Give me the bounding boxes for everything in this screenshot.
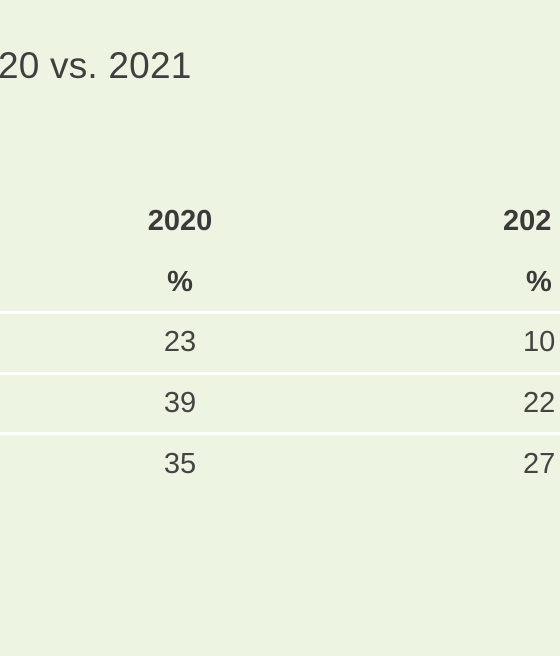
column-unit-2020: % (167, 266, 193, 298)
table-cell-2020-row3: 35 (163, 448, 197, 480)
table-cell-2020-row2: 39 (163, 387, 197, 419)
table-title: 20 vs. 2021 (0, 45, 192, 86)
row-divider (0, 372, 560, 375)
table-cell-2021-row2: 22 (523, 387, 556, 419)
table-cell-2021-row3: 27 (523, 448, 556, 480)
row-divider (0, 432, 560, 435)
row-divider (0, 311, 560, 314)
table-cell-2021-row1: 10 (523, 326, 556, 358)
table-cell-2020-row1: 23 (163, 326, 197, 358)
column-header-2020: 2020 (147, 205, 213, 237)
column-unit-2021: % (526, 266, 552, 298)
column-header-2021: 202 (503, 205, 552, 237)
